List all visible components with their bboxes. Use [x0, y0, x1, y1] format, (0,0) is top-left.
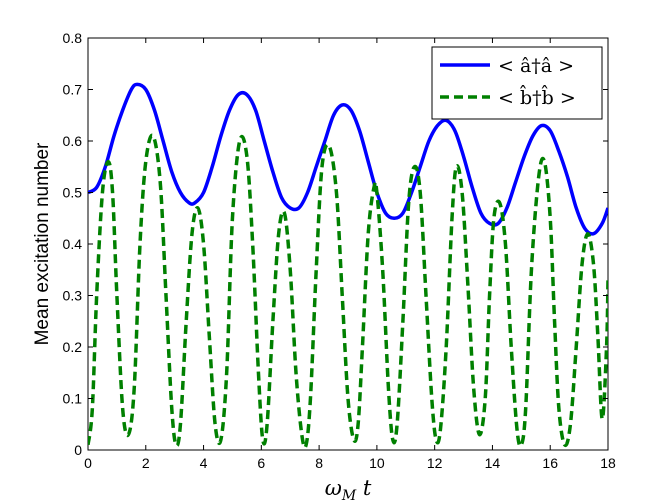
- y-tick-label: 0.6: [63, 133, 83, 149]
- series-line-a-dagger-a: [88, 82, 608, 236]
- x-tick-label: 14: [485, 455, 501, 471]
- y-tick-label: 0.5: [63, 185, 83, 201]
- x-tick-label: 8: [315, 455, 323, 471]
- legend-label-b: < b̂†b̂ >: [498, 84, 576, 109]
- x-axis-label: ωM t: [325, 476, 372, 504]
- y-tick-label: 0.7: [63, 82, 83, 98]
- y-tick-label: 0.3: [63, 288, 83, 304]
- y-tick-label: 0.2: [63, 339, 83, 355]
- x-tick-label: 12: [427, 455, 443, 471]
- x-tick-label: 10: [369, 455, 385, 471]
- legend-box: [431, 46, 603, 120]
- legend: < â†â > < b̂†b̂ >: [431, 46, 603, 120]
- x-tick-label: 18: [600, 455, 616, 471]
- y-tick-label: 0: [74, 442, 82, 458]
- y-tick-label: 0.4: [63, 236, 83, 252]
- x-tick-label: 6: [257, 455, 265, 471]
- y-axis-label: Mean excitation number: [32, 142, 53, 345]
- x-tick-label: 0: [84, 455, 92, 471]
- x-tick-label: 2: [142, 455, 150, 471]
- y-tick-label: 0.1: [63, 391, 83, 407]
- legend-label-a: < â†â >: [498, 55, 574, 77]
- y-tick-label: 0.8: [63, 30, 83, 46]
- x-tick-label: 16: [542, 455, 558, 471]
- series-layer: [88, 82, 608, 450]
- x-tick-label: 4: [200, 455, 208, 471]
- series-line-b-dagger-b: [88, 133, 608, 450]
- tick-layer: 0 2 4 6 8 10 12 14 16 18 0 0.1 0.2 0.3 0.4 0.5 0.6 0.7 0.8: [63, 30, 616, 471]
